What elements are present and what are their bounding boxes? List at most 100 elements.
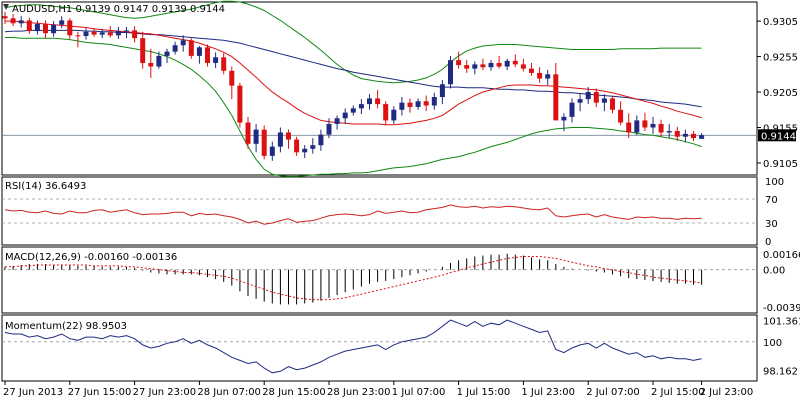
macd-tick-label: 0.00166 (763, 250, 800, 261)
macd-tick-label: -0.00395 (763, 303, 800, 314)
ema-fast (5, 20, 702, 126)
momentum-tick-label: 101.3619 (763, 317, 800, 328)
candle-body (601, 98, 607, 103)
price-tag-text: 0.9144 (761, 131, 796, 142)
candle-body (504, 60, 510, 67)
candle-body (91, 31, 97, 35)
candle-body (132, 30, 138, 39)
candle-body (618, 109, 624, 123)
time-tick-label: 27 Jun 2013 (3, 387, 63, 398)
candle-body (67, 20, 73, 36)
bollinger-bands (4, 0, 702, 177)
candle-body (407, 102, 413, 107)
candle-body (172, 45, 178, 52)
candle-body (650, 123, 656, 128)
bollinger-lower (5, 37, 702, 177)
candle-body (99, 32, 105, 35)
candle-body (367, 98, 372, 105)
candle-body (2, 16, 8, 19)
candle-body (294, 139, 300, 153)
candle-body (83, 31, 89, 37)
candle-body (10, 18, 16, 24)
candle-body (261, 129, 267, 156)
macd-histogram (4, 253, 703, 305)
price-tag-box (758, 129, 796, 142)
candle-body (350, 108, 356, 113)
panel-frame-rsi (1, 176, 758, 246)
candle-body (456, 60, 462, 66)
moving-averages (4, 20, 702, 126)
time-tick-label: 1 Jul 07:00 (392, 387, 446, 398)
price-panel[interactable]: 0.9305 0.9255 0.9205 0.9155 0.9105 AUDUSD,H1… (2, 0, 798, 177)
price-axis: 0.9305 0.9255 0.9205 0.9155 0.9105 (757, 17, 798, 170)
candle-body (537, 72, 543, 79)
time-tick-label: 27 Jun 15:00 (68, 387, 132, 398)
candle-body (269, 146, 275, 156)
time-tick-label: 1 Jul 23:00 (521, 387, 575, 398)
candle-body (375, 98, 381, 105)
candle-body (358, 104, 364, 109)
price-tick-label: 0.9155 (763, 123, 798, 134)
candle-body (148, 62, 154, 67)
candle-body (658, 123, 664, 133)
candle-body (383, 104, 389, 121)
candle-body (229, 70, 235, 86)
candle-body (610, 98, 615, 110)
candle-body (391, 109, 397, 121)
ema-slow (4, 29, 702, 108)
candle-body (431, 97, 437, 106)
time-tick-label: 2 Jul 23:00 (700, 387, 754, 398)
momentum-polyline (4, 319, 702, 374)
candle-body (439, 84, 445, 98)
candle-body (164, 51, 170, 56)
candle-body (221, 57, 227, 71)
bollinger-upper (4, 0, 702, 84)
momentum-panel[interactable]: 101.3619 100 98.162 Momentum(22) 98.9503 (2, 317, 800, 378)
rsi-panel[interactable]: 100 70 30 0 RSI(14) 36.6493 (2, 177, 784, 248)
candle-body (472, 64, 478, 69)
price-tick-label: 0.9255 (763, 53, 798, 64)
panel-frame-mom (1, 314, 758, 382)
momentum-tick-label: 98.162 (763, 366, 798, 377)
candle-body (691, 133, 696, 139)
momentum-axis: 101.3619 100 98.162 (763, 317, 800, 378)
time-tick-label: 1 Jul 15:00 (457, 387, 511, 398)
time-axis: 27 Jun 2013 27 Jun 15:00 27 Jun 23:00 28 Ju… (3, 381, 753, 398)
panel-frames (1, 1, 758, 382)
candle-body (213, 57, 219, 63)
candle-body (75, 35, 81, 37)
macd-panel[interactable]: 0.00166 0.00 -0.00395 MACD(12,26,9) -0.001… (2, 250, 800, 314)
time-tick-label: 28 Jun 15:00 (262, 387, 326, 398)
candle-body (115, 31, 121, 36)
candle-body (488, 62, 494, 68)
candle-body (577, 99, 583, 103)
macd-signal-line (5, 256, 702, 301)
price-tick-label: 0.9105 (763, 159, 798, 170)
candle-body (18, 20, 24, 24)
candle-body (334, 118, 340, 124)
candle-body (593, 92, 599, 103)
triangle-icon (3, 4, 9, 10)
candle-body (561, 116, 567, 121)
candle-body (188, 40, 194, 56)
candle-body (585, 92, 591, 100)
rsi-tick-label: 30 (765, 219, 778, 230)
candle-body (196, 47, 202, 56)
candle-body (699, 135, 705, 139)
candle-body (34, 23, 40, 32)
candle-body (59, 20, 65, 25)
candle-body (423, 101, 429, 106)
candle-body (205, 47, 210, 63)
candle-body (682, 133, 688, 137)
candle-body (124, 30, 129, 32)
price-tick-label: 0.9305 (763, 17, 798, 28)
macd-panel-title: MACD(12,26,9) -0.00160 -0.00136 (5, 252, 177, 263)
candle-body (553, 74, 559, 121)
candle-body (626, 122, 632, 133)
panel-frame-main (1, 1, 758, 176)
candle-body (529, 68, 534, 73)
candle-body (480, 64, 486, 68)
time-tick-label: 27 Jun 23:00 (133, 387, 197, 398)
